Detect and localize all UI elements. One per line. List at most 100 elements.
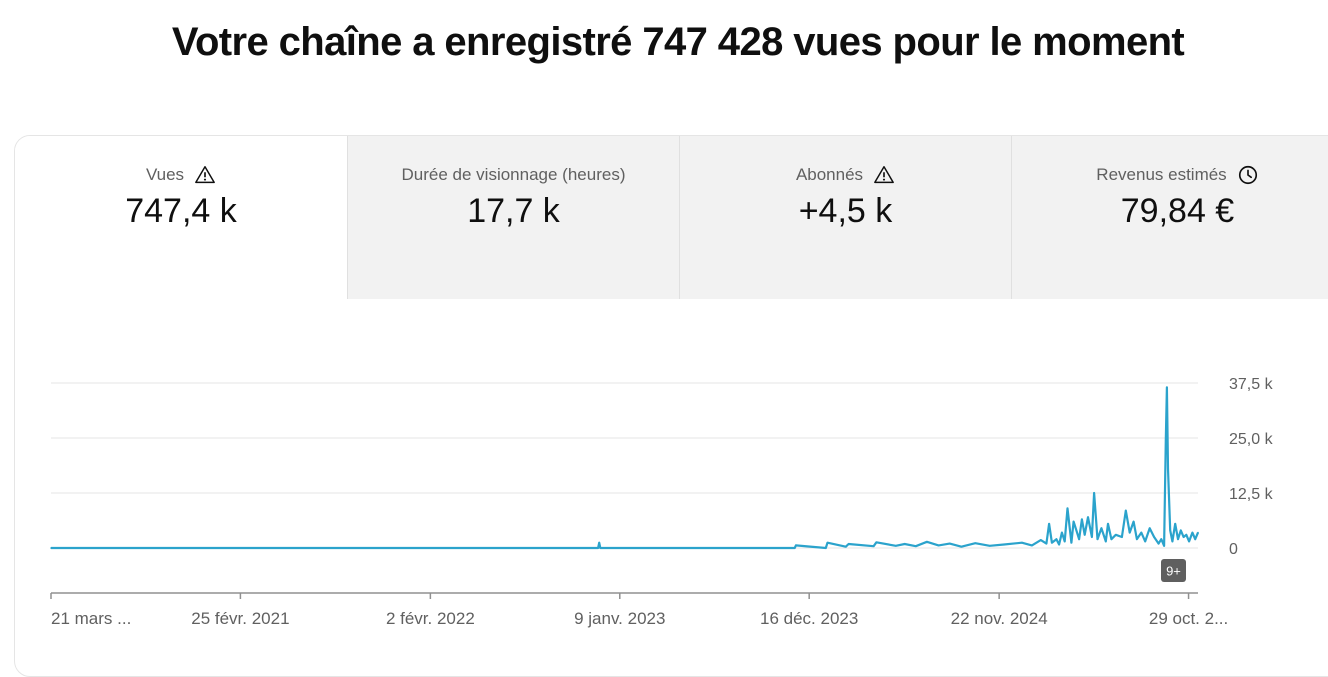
data-point: [825, 547, 827, 549]
x-tick-label: 25 févr. 2021: [191, 609, 289, 628]
metric-tab-revenue[interactable]: Revenus estimés 79,84 €: [1011, 136, 1328, 299]
data-point: [1104, 540, 1107, 543]
data-point: [1194, 538, 1197, 540]
data-point: [1048, 523, 1050, 525]
data-point: [1063, 540, 1066, 543]
data-point: [1087, 516, 1089, 518]
data-point: [1179, 529, 1182, 532]
analytics-card: Vues 747,4 k Durée de visionnage (heures…: [14, 135, 1328, 677]
data-point: [1157, 542, 1160, 545]
data-point: [1066, 507, 1069, 510]
data-point: [1174, 523, 1177, 525]
data-point: [1166, 386, 1168, 389]
data-point: [1153, 536, 1155, 538]
data-point: [1185, 534, 1188, 536]
data-point: [1078, 538, 1080, 540]
data-point: [1058, 543, 1060, 546]
data-point: [974, 542, 977, 544]
data-point: [1114, 534, 1117, 536]
data-point: [895, 545, 897, 547]
data-point: [1070, 541, 1073, 544]
data-point: [1163, 545, 1165, 547]
y-tick-label: 25,0 k: [1229, 431, 1274, 448]
data-point: [598, 541, 601, 544]
data-point: [1055, 538, 1058, 540]
data-point: [847, 543, 850, 545]
x-tick-label: 2 févr. 2022: [386, 609, 475, 628]
data-point: [1031, 544, 1033, 547]
data-point: [1040, 539, 1042, 541]
data-point: [903, 543, 906, 545]
annotation-badge: [1161, 559, 1186, 582]
page-title: Votre chaîne a enregistré 747 428 vues p…: [171, 20, 1185, 64]
x-tick-label: 29 oct. 2...: [1149, 609, 1228, 628]
data-point: [1197, 531, 1199, 534]
data-point: [1169, 529, 1172, 532]
warning-icon: [194, 164, 216, 186]
data-point: [926, 541, 928, 543]
data-point: [50, 547, 52, 549]
data-point: [1188, 540, 1190, 543]
data-point: [875, 541, 878, 544]
data-point: [1160, 538, 1163, 540]
x-tick-label: 16 déc. 2023: [760, 609, 858, 628]
metric-label: Vues: [145, 165, 185, 184]
metric-tab-subscribers[interactable]: Abonnés +4,5 k: [679, 136, 1011, 299]
metric-label: Abonnés: [795, 165, 864, 184]
metric-label: Revenus estimés: [1096, 165, 1227, 184]
data-point: [960, 545, 963, 548]
data-point: [1171, 540, 1174, 543]
metric-tabs: Vues 747,4 k Durée de visionnage (heures…: [15, 136, 1328, 299]
data-point: [1021, 541, 1023, 544]
data-point: [1061, 531, 1063, 534]
metric-value: 79,84 €: [1120, 192, 1235, 230]
data-point: [599, 547, 602, 549]
data-point: [1081, 518, 1083, 521]
metric-value: 17,7 k: [467, 192, 560, 230]
data-point: [937, 544, 940, 547]
data-point: [1167, 468, 1169, 470]
x-tick-label: 9 janv. 2023: [574, 609, 665, 628]
metric-tab-views[interactable]: Vues 747,4 k: [15, 136, 347, 299]
data-point: [1148, 527, 1151, 529]
data-point: [1051, 541, 1053, 544]
views-line-chart: 0 12,5 k 25,0 k 37,5 k 21 mars ... 25 févr. 2…: [50, 376, 1274, 628]
data-point: [1096, 538, 1099, 540]
metric-label: Durée de visionnage (heures): [401, 165, 626, 184]
data-point: [1100, 527, 1103, 529]
data-point: [1107, 523, 1109, 525]
data-point: [1191, 531, 1194, 534]
data-point: [1091, 536, 1093, 538]
data-point: [1121, 536, 1123, 538]
data-point: [1083, 534, 1086, 536]
data-point: [1124, 509, 1127, 512]
data-point: [1144, 540, 1147, 543]
data-point: [1072, 520, 1075, 523]
metric-value: 747,4 k: [125, 192, 237, 230]
data-point: [1182, 536, 1185, 538]
data-point: [826, 541, 829, 544]
clock-icon: [1237, 164, 1259, 186]
data-point: [795, 544, 797, 547]
data-point: [597, 547, 599, 549]
data-point: [872, 545, 875, 548]
x-tick-label: 22 nov. 2024: [951, 609, 1048, 628]
data-point: [915, 545, 917, 548]
data-point: [1128, 531, 1131, 534]
data-point: [1136, 538, 1138, 540]
data-point: [1075, 529, 1078, 532]
data-point: [1132, 520, 1135, 523]
data-point: [1177, 538, 1179, 540]
views-series-line: [51, 386, 1200, 550]
y-tick-label: 0: [1229, 541, 1238, 558]
metric-tab-watch-time[interactable]: Durée de visionnage (heures) 17,7 k: [347, 136, 679, 299]
x-tick-label: 21 mars ...: [51, 609, 131, 628]
data-point: [1093, 492, 1095, 494]
annotation-badge-label: 9+: [1166, 564, 1181, 579]
data-point: [1045, 542, 1048, 545]
data-point: [1110, 538, 1113, 540]
data-point: [988, 545, 991, 547]
warning-icon: [873, 164, 895, 186]
data-point: [845, 545, 847, 548]
y-tick-label: 12,5 k: [1229, 486, 1274, 503]
